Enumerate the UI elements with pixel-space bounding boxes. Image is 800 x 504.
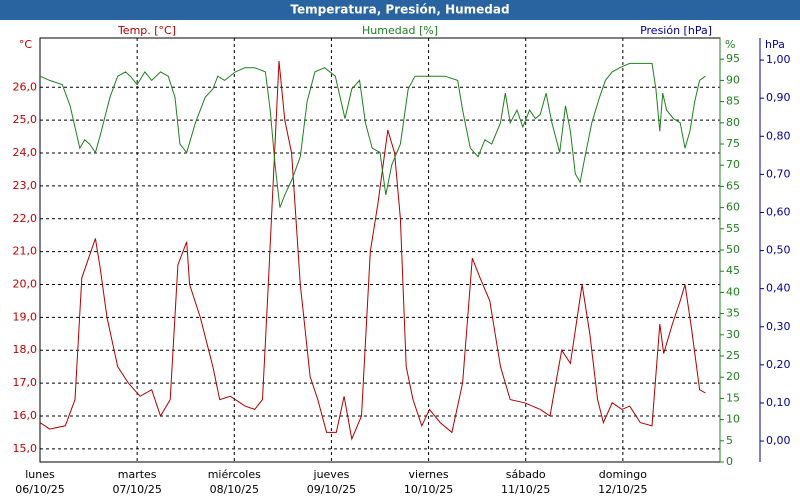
x-tick-label: 10/10/25 <box>404 483 453 496</box>
y3-tick-label: 0,90 <box>766 91 791 104</box>
y-tick-label: 25,0 <box>13 113 38 126</box>
y2-tick-label: 90 <box>726 73 740 86</box>
y2-tick-label: 40 <box>726 285 740 298</box>
x-tick-label: 12/10/25 <box>598 483 647 496</box>
y-tick-label: 16,0 <box>13 409 38 422</box>
y3-title: Presión [hPa] <box>640 24 712 37</box>
y2-tick-label: 20 <box>726 370 740 383</box>
x-day-label: domingo <box>599 468 647 481</box>
legend-entry: Humedad [%] <box>362 24 438 37</box>
x-day-label: martes <box>118 468 157 481</box>
y2-tick-label: 75 <box>726 137 740 150</box>
series-line <box>39 60 706 441</box>
y2-tick-label: 30 <box>726 328 740 341</box>
x-tick-label: 06/10/25 <box>15 483 64 496</box>
x-day-label: lunes <box>25 468 55 481</box>
y2-tick-label: 25 <box>726 349 740 362</box>
y-tick-label: 24,0 <box>13 146 38 159</box>
legend-entry: Temp. [°C] <box>117 24 176 37</box>
y-tick-label: 20,0 <box>13 278 38 291</box>
chart-title: Temperatura, Presión, Humedad <box>290 3 509 17</box>
y2-tick-label: 10 <box>726 413 740 426</box>
x-tick-label: 08/10/25 <box>210 483 259 496</box>
y-tick-label: 21,0 <box>13 245 38 258</box>
x-tick-label: 11/10/25 <box>501 483 550 496</box>
y-tick-label: 18,0 <box>13 343 38 356</box>
y2-tick-label: 70 <box>726 158 740 171</box>
y-tick-label: 26,0 <box>13 80 38 93</box>
y2-tick-label: 15 <box>726 391 740 404</box>
y3-tick-label: 0,50 <box>766 244 791 257</box>
y-tick-label: 22,0 <box>13 212 38 225</box>
y2-tick-label: 50 <box>726 243 740 256</box>
y2-tick-label: 55 <box>726 222 740 235</box>
plot-frame <box>39 37 721 463</box>
x-day-label: miércoles <box>208 468 261 481</box>
y3-tick-label: 0,00 <box>766 434 791 447</box>
y-tick-label: 17,0 <box>13 376 38 389</box>
y2-tick-label: 60 <box>726 201 740 214</box>
title-bar <box>0 0 800 20</box>
x-day-label: viernes <box>409 468 449 481</box>
x-tick-label: 07/10/25 <box>112 483 161 496</box>
y3-tick-label: 0,60 <box>766 205 791 218</box>
y2-tick-label: 80 <box>726 116 740 129</box>
y3-unit: hPa <box>765 38 785 51</box>
series-line <box>39 62 706 208</box>
y3-tick-label: 0,70 <box>766 167 791 180</box>
y3-tick-label: 1,00 <box>766 53 791 66</box>
y2-tick-label: 65 <box>726 179 740 192</box>
y2-tick-label: 85 <box>726 95 740 108</box>
y-tick-label: 23,0 <box>13 179 38 192</box>
x-day-label: sábado <box>506 468 546 481</box>
y-tick-label: 15,0 <box>13 442 38 455</box>
y2-tick-label: 0 <box>726 455 733 468</box>
y2-tick-label: 45 <box>726 264 740 277</box>
y2-unit: % <box>725 38 735 51</box>
x-day-label: jueves <box>313 468 350 481</box>
y2-tick-label: 95 <box>726 52 740 65</box>
y2-tick-label: 5 <box>726 434 733 447</box>
y-unit: °C <box>19 38 33 51</box>
x-tick-label: 09/10/25 <box>307 483 356 496</box>
y2-tick-label: 35 <box>726 307 740 320</box>
y3-tick-label: 0,80 <box>766 129 791 142</box>
y3-tick-label: 0,30 <box>766 320 791 333</box>
y3-tick-label: 0,40 <box>766 282 791 295</box>
y-tick-label: 19,0 <box>13 310 38 323</box>
y3-tick-label: 0,20 <box>766 358 791 371</box>
y3-tick-label: 0,10 <box>766 396 791 409</box>
